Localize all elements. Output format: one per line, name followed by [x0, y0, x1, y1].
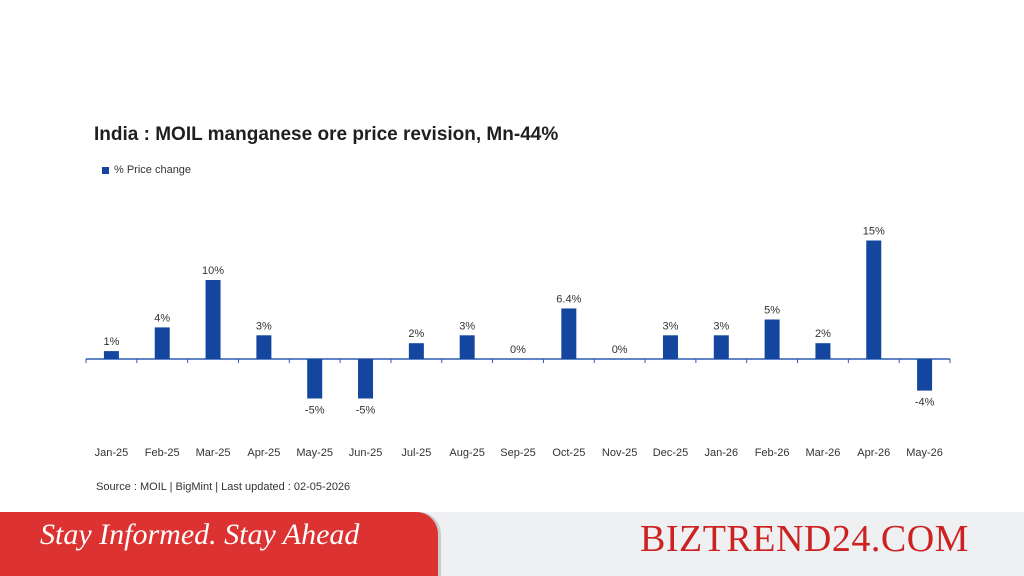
- data-label: 3%: [256, 320, 272, 332]
- data-label: 0%: [510, 344, 526, 356]
- data-label: 3%: [663, 320, 679, 332]
- chart-source: Source : MOIL | BigMint | Last updated :…: [96, 481, 351, 493]
- bar-feb-25: [154, 327, 170, 359]
- brand-logo-text[interactable]: BIZTREND24.COM: [640, 518, 969, 560]
- x-tick-label: Aug-25: [449, 447, 484, 459]
- bar-aug-25: [459, 335, 475, 359]
- x-tick-label: Jun-25: [349, 447, 383, 459]
- data-label: 1%: [103, 336, 119, 348]
- bar-dec-25: [662, 335, 678, 359]
- legend-label: % Price change: [114, 164, 192, 176]
- x-tick-label: Sep-25: [500, 447, 535, 459]
- bar-mar-25: [205, 280, 221, 359]
- x-tick-label: Feb-26: [755, 447, 790, 459]
- bar-jun-25: [358, 359, 374, 399]
- data-label: 5%: [764, 305, 780, 317]
- bar-apr-25: [256, 335, 272, 359]
- data-label: 3%: [459, 320, 475, 332]
- bar-may-25: [307, 359, 323, 399]
- legend-swatch: [102, 166, 109, 174]
- data-label: 10%: [202, 265, 224, 277]
- x-tick-label: Mar-25: [196, 447, 231, 459]
- bar-jan-26: [713, 335, 729, 359]
- x-tick-label: Apr-26: [857, 447, 890, 459]
- x-tick-label: Jul-25: [401, 447, 431, 459]
- x-tick-label: Oct-25: [552, 447, 585, 459]
- x-tick-label: Feb-25: [145, 447, 180, 459]
- bar-jan-25: [103, 351, 119, 359]
- data-label: -5%: [356, 405, 376, 417]
- x-tick-label: Jan-25: [95, 447, 129, 459]
- data-label: -5%: [305, 405, 325, 417]
- data-label: 0%: [612, 344, 628, 356]
- bar-may-26: [917, 359, 933, 391]
- data-label: -4%: [915, 397, 935, 409]
- chart-legend: % Price change: [102, 164, 191, 176]
- data-label: 3%: [713, 320, 729, 332]
- data-label: 2%: [408, 328, 424, 340]
- x-tick-label: May-25: [296, 447, 333, 459]
- bar-apr-26: [866, 240, 882, 359]
- bar-jul-25: [408, 343, 424, 359]
- x-tick-label: Mar-26: [806, 447, 841, 459]
- bar-feb-26: [764, 319, 780, 359]
- bar-mar-26: [815, 343, 831, 359]
- x-tick-label: Nov-25: [602, 447, 637, 459]
- bar-oct-25: [561, 308, 577, 359]
- tagline-text: Stay Informed. Stay Ahead: [40, 518, 360, 551]
- x-tick-label: Dec-25: [653, 447, 688, 459]
- x-tick-label: Jan-26: [704, 447, 738, 459]
- chart-title: India : MOIL manganese ore price revisio…: [94, 124, 559, 145]
- bar-chart: 1% Jan-25 4% Feb-25 10% Mar-25 3% Apr-25 -5% May-…: [85, 226, 951, 459]
- data-label: 4%: [154, 312, 170, 324]
- tagline-banner: [0, 512, 438, 576]
- data-label: 15%: [863, 226, 885, 238]
- data-label: 2%: [815, 328, 831, 340]
- x-tick-label: Apr-25: [247, 447, 280, 459]
- x-tick-label: May-26: [906, 447, 943, 459]
- data-label: 6.4%: [556, 293, 581, 305]
